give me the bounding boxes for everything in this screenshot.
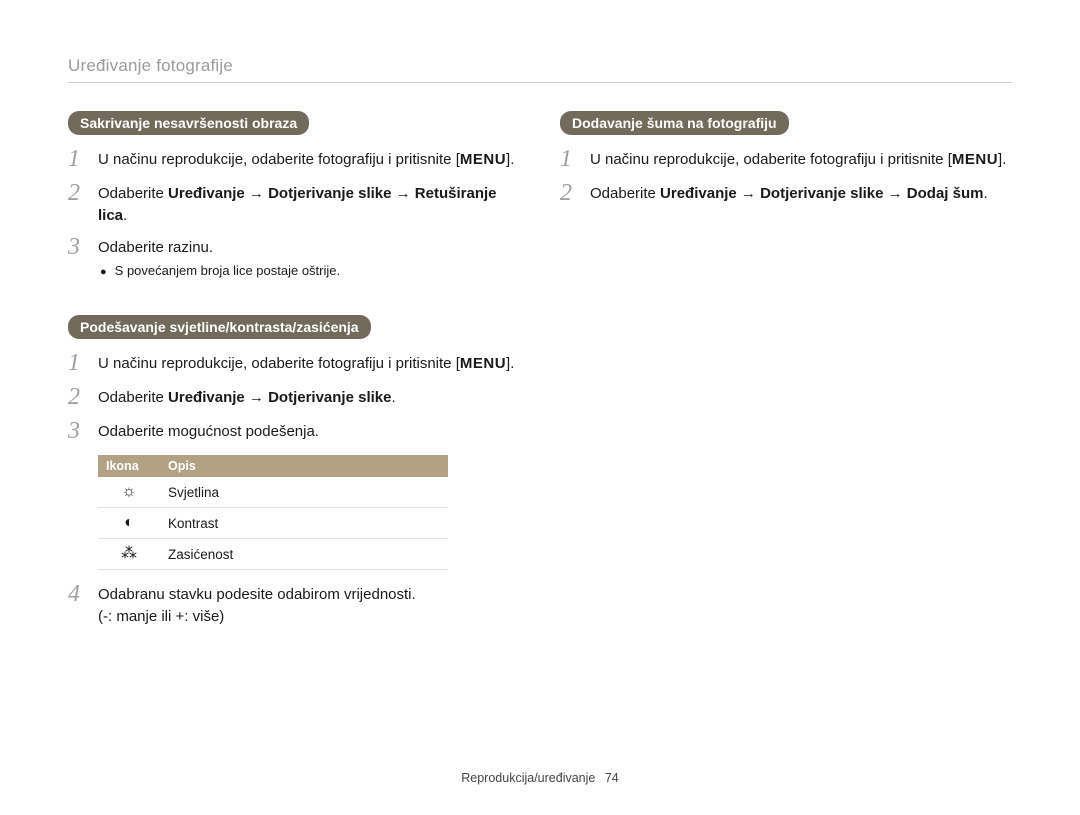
step-number: 4	[68, 582, 86, 626]
step-text-post: .	[123, 207, 127, 224]
content-columns: Sakrivanje nesavršenosti obraza 1 U nači…	[68, 111, 1012, 638]
step-2: 2 Odaberite Uređivanje → Dotjerivanje sl…	[68, 183, 520, 227]
step-text-post: .	[391, 389, 395, 406]
footer-page-number: 74	[605, 771, 619, 785]
step-text: U načinu reprodukcije, odaberite fotogra…	[98, 151, 456, 168]
contrast-icon: ◐	[124, 515, 134, 531]
period: .	[510, 151, 514, 168]
heading-brightness-contrast: Podešavanje svjetline/kontrasta/zasićenj…	[68, 315, 371, 339]
path-bold: Uređivanje → Dotjerivanje slike	[168, 389, 391, 406]
footer: Reprodukcija/uređivanje 74	[0, 771, 1080, 785]
step-1: 1 U načinu reprodukcije, odaberite fotog…	[68, 149, 520, 173]
step-body: Odabranu stavku podesite odabirom vrijed…	[98, 584, 520, 628]
path-bold: Uređivanje → Dotjerivanje slike → Dodaj …	[660, 185, 983, 202]
bullet-note: ● S povećanjem broja lice postaje oštrij…	[100, 262, 520, 281]
step-body: U načinu reprodukcije, odaberite fotogra…	[590, 149, 1012, 173]
table-row: ☼ Svjetlina	[98, 477, 448, 508]
step-body: Odaberite Uređivanje → Dotjerivanje slik…	[98, 183, 520, 227]
heading-add-noise: Dodavanje šuma na fotografiju	[560, 111, 789, 135]
footer-section: Reprodukcija/uređivanje	[461, 771, 595, 785]
step-1: 1 U načinu reprodukcije, odaberite fotog…	[68, 353, 520, 377]
saturation-icon: ⁂	[121, 546, 137, 562]
step-body: U načinu reprodukcije, odaberite fotogra…	[98, 353, 520, 377]
step-2: 2 Odaberite Uređivanje → Dotjerivanje sl…	[560, 183, 1012, 207]
page-title: Uređivanje fotografije	[68, 56, 1012, 83]
step-body: U načinu reprodukcije, odaberite fotogra…	[98, 149, 520, 173]
step-text-post: .	[983, 185, 987, 202]
step-4: 4 Odabranu stavku podesite odabirom vrij…	[68, 584, 520, 628]
step-body: Odaberite mogućnost podešenja.	[98, 421, 520, 445]
step-number: 2	[560, 181, 578, 205]
step-number: 2	[68, 385, 86, 409]
step-number: 1	[68, 147, 86, 171]
step-text-pre: Odaberite	[98, 389, 168, 406]
step-number: 1	[68, 351, 86, 375]
table-row: ⁂ Zasićenost	[98, 539, 448, 570]
step-3: 3 Odaberite razinu. ● S povećanjem broja…	[68, 237, 520, 282]
step-1: 1 U načinu reprodukcije, odaberite fotog…	[560, 149, 1012, 173]
step-text-pre: Odaberite	[98, 185, 168, 202]
left-column: Sakrivanje nesavršenosti obraza 1 U nači…	[68, 111, 520, 638]
th-desc: Opis	[160, 455, 448, 477]
right-column: Dodavanje šuma na fotografiju 1 U načinu…	[560, 111, 1012, 638]
menu-label: MENU	[952, 151, 998, 168]
menu-label: MENU	[460, 151, 506, 168]
step-text-pre: Odaberite	[590, 185, 660, 202]
step-body: Odaberite Uređivanje → Dotjerivanje slik…	[98, 387, 520, 411]
step-text: Odaberite razinu.	[98, 239, 213, 256]
brightness-icon: ☼	[122, 484, 137, 500]
step-body: Odaberite Uređivanje → Dotjerivanje slik…	[590, 183, 1012, 207]
row-label: Kontrast	[160, 508, 448, 539]
step-number: 3	[68, 419, 86, 443]
page: Uređivanje fotografije Sakrivanje nesavr…	[0, 0, 1080, 815]
step-text-line2: (-: manje ili +: više)	[98, 608, 224, 625]
period: .	[1002, 151, 1006, 168]
bullet-text: S povećanjem broja lice postaje oštrije.	[115, 262, 340, 281]
options-table: Ikona Opis ☼ Svjetlina ◐ Kontrast ⁂	[98, 455, 448, 570]
heading-face-retouch: Sakrivanje nesavršenosti obraza	[68, 111, 309, 135]
step-text: Odaberite mogućnost podešenja.	[98, 423, 319, 440]
table-row: ◐ Kontrast	[98, 508, 448, 539]
row-label: Zasićenost	[160, 539, 448, 570]
step-text: U načinu reprodukcije, odaberite fotogra…	[98, 355, 456, 372]
bullet-icon: ●	[100, 265, 107, 284]
row-label: Svjetlina	[160, 477, 448, 508]
step-number: 2	[68, 181, 86, 225]
step-text-line1: Odabranu stavku podesite odabirom vrijed…	[98, 586, 416, 603]
step-text: U načinu reprodukcije, odaberite fotogra…	[590, 151, 948, 168]
th-icon: Ikona	[98, 455, 160, 477]
menu-label: MENU	[460, 355, 506, 372]
step-3: 3 Odaberite mogućnost podešenja.	[68, 421, 520, 445]
step-number: 3	[68, 235, 86, 280]
step-number: 1	[560, 147, 578, 171]
period: .	[510, 355, 514, 372]
step-body: Odaberite razinu. ● S povećanjem broja l…	[98, 237, 520, 282]
step-2: 2 Odaberite Uređivanje → Dotjerivanje sl…	[68, 387, 520, 411]
